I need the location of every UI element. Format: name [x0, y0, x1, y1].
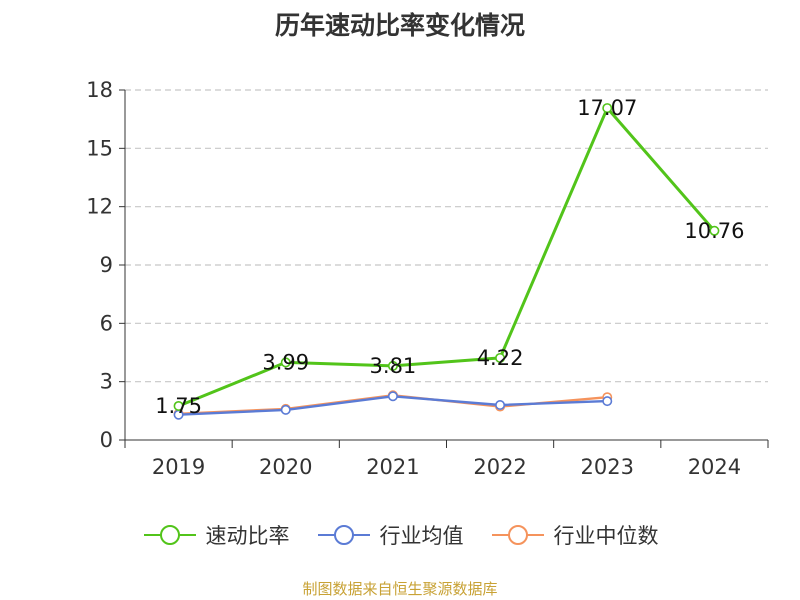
x-tick-label: 2021 — [366, 455, 419, 479]
x-tick-label: 2024 — [688, 455, 741, 479]
x-tick-label: 2023 — [581, 455, 634, 479]
legend-label: 行业中位数 — [553, 524, 659, 548]
data-point — [495, 352, 506, 363]
legend-marker — [333, 525, 354, 545]
data-point — [387, 391, 398, 402]
legend: 速动比率 行业均值 行业中位数 — [0, 520, 800, 550]
y-tick-label: 18 — [86, 78, 113, 102]
data-point — [602, 103, 613, 114]
data-label: 3.99 — [262, 350, 309, 374]
source-note: 制图数据来自恒生聚源数据库 — [302, 580, 498, 598]
series-line-0 — [178, 106, 716, 408]
y-tick-label: 3 — [100, 370, 113, 394]
chart-title: 历年速动比率变化情况 — [274, 11, 525, 40]
y-tick-label: 12 — [86, 195, 113, 219]
data-point — [387, 360, 398, 371]
legend-item[interactable]: 速动比率 — [142, 520, 290, 550]
legend-swatch — [491, 525, 544, 545]
data-labels: 1.75 3.99 3.81 4.22 17.07 10.76 — [155, 96, 744, 418]
data-label: 10.76 — [684, 219, 744, 243]
y-tick-label: 15 — [86, 136, 113, 160]
data-point — [495, 399, 506, 410]
legend-marker — [159, 525, 180, 545]
y-tick-label: 9 — [100, 253, 113, 277]
data-point — [280, 357, 291, 368]
x-tick-label: 2019 — [152, 455, 205, 479]
data-point — [602, 396, 613, 407]
legend-label: 速动比率 — [205, 524, 290, 548]
data-point — [173, 400, 184, 411]
data-label: 17.07 — [577, 96, 637, 120]
data-point — [709, 225, 720, 236]
gridlines — [125, 89, 768, 383]
legend-swatch — [143, 525, 196, 545]
legend-label: 行业均值 — [379, 524, 464, 548]
legend-marker — [507, 525, 528, 545]
x-tick-label: 2020 — [259, 455, 312, 479]
series-lines — [173, 103, 720, 420]
legend-item[interactable]: 行业中位数 — [490, 520, 659, 550]
data-label: 4.22 — [477, 346, 524, 370]
data-label: 3.81 — [370, 354, 417, 378]
data-point — [280, 404, 291, 415]
y-tick-label: 0 — [100, 428, 113, 452]
data-label: 1.75 — [155, 394, 202, 418]
legend-item[interactable]: 行业均值 — [316, 520, 464, 550]
x-tick-label: 2022 — [473, 455, 526, 479]
legend-swatch — [317, 525, 370, 545]
axes: 0 3 6 9 12 15 18 2019 2020 2021 2022 2023 2024 — [86, 78, 769, 479]
y-tick-label: 6 — [100, 311, 113, 335]
